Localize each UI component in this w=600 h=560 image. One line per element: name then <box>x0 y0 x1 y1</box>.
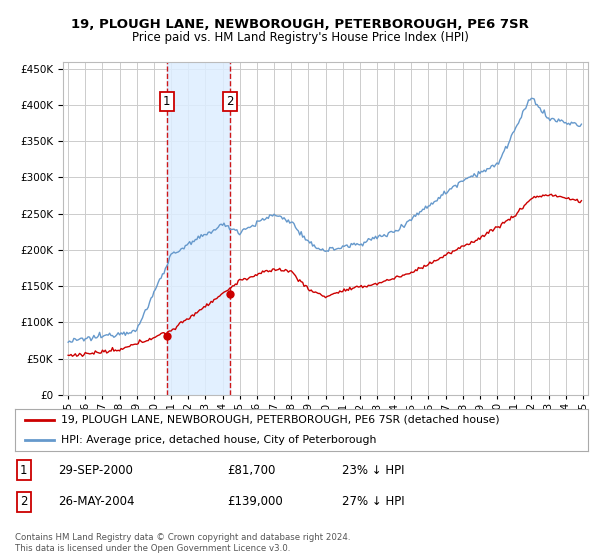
Text: 29-SEP-2000: 29-SEP-2000 <box>58 464 133 477</box>
Text: £139,000: £139,000 <box>227 496 283 508</box>
Text: 19, PLOUGH LANE, NEWBOROUGH, PETERBOROUGH, PE6 7SR: 19, PLOUGH LANE, NEWBOROUGH, PETERBOROUG… <box>71 18 529 31</box>
Text: Price paid vs. HM Land Registry's House Price Index (HPI): Price paid vs. HM Land Registry's House … <box>131 31 469 44</box>
Text: Contains HM Land Registry data © Crown copyright and database right 2024.
This d: Contains HM Land Registry data © Crown c… <box>15 533 350 553</box>
Text: £81,700: £81,700 <box>227 464 275 477</box>
Text: 1: 1 <box>20 464 28 477</box>
Text: 19, PLOUGH LANE, NEWBOROUGH, PETERBOROUGH, PE6 7SR (detached house): 19, PLOUGH LANE, NEWBOROUGH, PETERBOROUG… <box>61 415 499 424</box>
Text: 1: 1 <box>163 95 170 108</box>
Bar <box>167 62 230 395</box>
Text: 2: 2 <box>226 95 233 108</box>
Text: 2: 2 <box>20 496 28 508</box>
Text: 26-MAY-2004: 26-MAY-2004 <box>58 496 134 508</box>
Text: 23% ↓ HPI: 23% ↓ HPI <box>341 464 404 477</box>
Text: 27% ↓ HPI: 27% ↓ HPI <box>341 496 404 508</box>
Text: HPI: Average price, detached house, City of Peterborough: HPI: Average price, detached house, City… <box>61 435 376 445</box>
